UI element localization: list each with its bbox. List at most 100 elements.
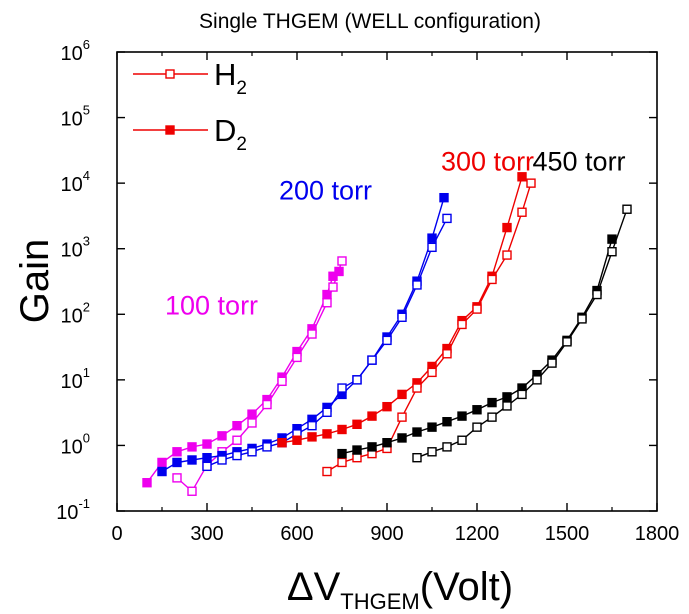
data-point-filled (277, 438, 287, 448)
data-point-open (322, 407, 332, 418)
data-point-filled (397, 433, 407, 443)
data-point-filled (217, 431, 227, 441)
data-point-filled (367, 442, 377, 452)
data-point-open (442, 442, 452, 452)
pressure-label: 300 torr (441, 147, 534, 177)
series-H2-300-torr (322, 178, 536, 477)
data-point-filled (502, 392, 512, 402)
data-point-open (412, 383, 422, 393)
legend-label: D2 (214, 113, 247, 155)
pressure-label: 100 torr (165, 290, 258, 320)
data-point-open (262, 442, 272, 452)
data-point-open (427, 367, 437, 378)
x-tick-label: 300 (190, 523, 223, 545)
x-axis-label-subscript: THGEM (340, 589, 419, 614)
data-point-open (487, 412, 497, 422)
data-point-open (322, 298, 332, 308)
y-axis-label: Gain (13, 239, 57, 324)
data-point-filled (472, 405, 482, 415)
data-point-filled (352, 445, 362, 455)
data-point-filled (382, 401, 392, 412)
data-point-filled (157, 466, 167, 477)
x-tick-label: 600 (280, 523, 313, 545)
data-point-open (502, 250, 512, 260)
y-tick-label: 10-1 (56, 496, 90, 524)
data-point-filled (247, 409, 257, 419)
x-tick-label: 0 (111, 523, 122, 545)
data-point-open (337, 256, 347, 266)
data-point-open (607, 247, 617, 257)
x-axis-ticks: 0 300 600 900 1200 1500 1800 (111, 52, 679, 545)
data-point-filled (232, 420, 242, 431)
data-point-filled (352, 419, 362, 430)
data-point-open (577, 314, 587, 324)
series-D2-200-torr (157, 192, 449, 477)
series-layer (142, 172, 632, 496)
data-point-open (307, 329, 317, 339)
pressure-label: 450 torr (533, 147, 626, 177)
y-tick-label: 103 (61, 234, 90, 262)
data-point-open (532, 375, 542, 385)
data-point-open (517, 389, 527, 400)
data-point-open (277, 376, 287, 387)
data-point-open (232, 435, 242, 445)
data-point-open (292, 352, 302, 363)
data-point-open (352, 375, 362, 385)
pressure-label: 200 torr (279, 176, 372, 206)
data-point-filled (187, 442, 197, 452)
y-tick-label: 106 (61, 37, 90, 65)
data-point-open (247, 447, 257, 457)
data-point-filled (442, 417, 452, 427)
y-tick-label: 100 (61, 430, 90, 458)
data-point-open (502, 401, 512, 411)
data-point-open (412, 452, 422, 463)
data-point-open (472, 422, 482, 432)
data-point-open (457, 435, 467, 445)
data-point-open (382, 335, 392, 346)
data-point-filled (502, 222, 512, 233)
chart-title: Single THGEM (WELL configuration) (199, 10, 541, 33)
data-point-open (457, 319, 467, 330)
data-point-open (352, 452, 362, 463)
legend-marker (165, 125, 175, 135)
data-point-filled (382, 438, 392, 448)
data-point-open (517, 207, 527, 217)
data-point-filled (367, 411, 377, 421)
data-point-filled (412, 427, 422, 437)
series-D2-300-torr (277, 172, 527, 448)
y-tick-label: 102 (61, 299, 90, 327)
data-point-filled (487, 397, 497, 408)
data-point-filled (307, 432, 317, 442)
series-H2-450-torr (412, 204, 632, 463)
series-line (206, 218, 448, 467)
x-tick-label: 1800 (635, 523, 680, 545)
y-tick-label: 101 (61, 365, 90, 393)
x-tick-label: 1200 (455, 523, 500, 545)
legend-item: H2 (133, 57, 247, 99)
y-tick-label: 104 (61, 168, 90, 196)
data-point-open (322, 466, 332, 477)
data-point-open (187, 486, 197, 496)
data-point-open (172, 473, 182, 483)
series-H2-200-torr (202, 213, 452, 472)
y-tick-label: 105 (61, 103, 90, 131)
series-D2-100-torr (142, 266, 344, 488)
data-point-open (487, 274, 497, 285)
data-point-filled (202, 452, 212, 463)
data-point-open (442, 349, 452, 359)
data-point-open (427, 447, 437, 457)
data-point-open (337, 457, 347, 468)
x-axis-label-tail: (Volt) (420, 565, 513, 609)
x-tick-label: 900 (370, 523, 403, 545)
data-point-open (397, 312, 407, 322)
data-point-filled (187, 455, 197, 465)
data-point-filled (439, 192, 449, 203)
data-point-open (622, 204, 632, 214)
data-point-open (562, 337, 572, 347)
data-point-open (232, 450, 242, 461)
data-point-open (592, 289, 602, 300)
data-point-open (367, 355, 377, 365)
data-point-open (217, 455, 227, 465)
y-axis-ticks: 10-1 100 101 102 103 104 105 106 (56, 37, 657, 524)
